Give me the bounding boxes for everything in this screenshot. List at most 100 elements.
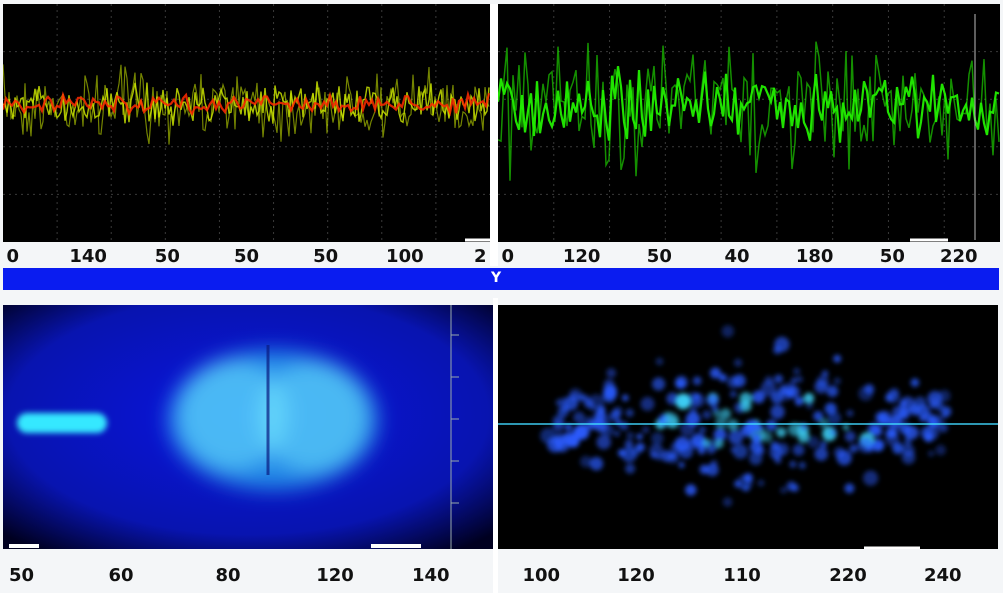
bottom-right-tick-label: 220	[829, 565, 867, 586]
top-right-tick-label: 50	[879, 246, 905, 267]
panel-separator-top	[490, 4, 498, 266]
scatter-point	[636, 433, 643, 440]
scatter-point	[702, 438, 711, 448]
scatter-point	[824, 402, 837, 415]
scatter-point	[675, 394, 691, 410]
scatter-point	[803, 392, 815, 404]
scatter-point	[689, 407, 697, 415]
scatter-point	[573, 411, 585, 424]
top-left-tick-label: 50	[313, 246, 339, 267]
scatter-point	[729, 390, 737, 398]
scatter-point	[702, 410, 712, 420]
bottom-right-tick-label: 100	[522, 565, 561, 586]
scatter-point	[760, 380, 777, 397]
chart-top-left	[3, 4, 490, 242]
bottom-left-tick-label: 140	[411, 565, 450, 586]
scatter-point	[858, 386, 874, 401]
scatter-point	[814, 380, 828, 394]
scatter-point	[773, 346, 782, 355]
top-left-tick-label: 0	[6, 246, 20, 267]
bottom-right-tick-label: 110	[723, 565, 761, 586]
chart-bottom-right	[498, 305, 998, 549]
scatter-point	[757, 479, 765, 487]
scatter-point	[642, 426, 650, 434]
scatter-point	[583, 398, 594, 408]
scatter-point	[751, 433, 762, 443]
scatter-point	[941, 406, 952, 417]
scatter-point	[709, 367, 721, 379]
scatter-point	[885, 431, 900, 447]
top-left-tick-label: 100	[386, 246, 424, 267]
top-right-tick-label: 180	[795, 246, 834, 267]
scatter-point	[567, 435, 580, 448]
scatter-point	[568, 388, 583, 402]
scatter-point	[621, 447, 637, 463]
scatter-point	[805, 401, 814, 410]
scatter-point	[929, 397, 940, 408]
scatter-point	[693, 376, 702, 385]
scatter-point	[761, 431, 773, 443]
chart-bottom-right-plot	[498, 325, 998, 549]
scatter-point	[910, 378, 920, 387]
scatter-point	[844, 483, 855, 494]
scatter-point	[844, 431, 856, 442]
scatter-point	[685, 484, 697, 496]
heatmap-bright-segment	[17, 413, 107, 433]
scatter-point	[833, 377, 841, 385]
scatter-point	[874, 440, 885, 451]
scatter-point	[670, 442, 683, 454]
scatter-point	[774, 457, 782, 464]
scatter-point	[776, 443, 789, 456]
scatter-point	[886, 389, 900, 403]
scatter-point	[923, 425, 939, 441]
scatter-point	[904, 433, 912, 441]
scatter-point	[547, 436, 563, 453]
scatter-point	[819, 441, 828, 449]
scatter-point	[846, 409, 854, 417]
scatter-point	[698, 426, 706, 434]
chart-top-left-plot	[3, 4, 490, 242]
scatter-point	[849, 444, 858, 453]
scatter-point	[794, 396, 804, 406]
scatter-point	[776, 427, 787, 438]
scatter-point	[596, 434, 611, 450]
scatter-point	[563, 432, 570, 440]
scatter-point	[705, 463, 719, 477]
scatter-point	[718, 373, 727, 382]
scatter-point	[706, 394, 719, 407]
scatter-point	[651, 432, 664, 445]
heatmap-blob	[168, 350, 378, 490]
scatter-point	[923, 412, 934, 423]
scatter-point	[580, 455, 592, 468]
scatter-point	[780, 486, 787, 494]
divider-label: Y	[491, 270, 502, 286]
scatter-point	[728, 429, 744, 445]
scatter-point	[736, 474, 753, 491]
scatter-point	[826, 385, 839, 398]
bottom-right-tick-label: 240	[923, 565, 962, 586]
scatter-point	[678, 461, 685, 469]
scatter-point	[928, 450, 935, 457]
scatter-point	[793, 367, 801, 375]
bottom-left-tick-label: 120	[316, 565, 354, 586]
bottom-left-tick-label: 80	[215, 565, 241, 586]
scatter-point	[652, 377, 666, 391]
panel-separator-bottom	[493, 298, 498, 593]
scatter-point	[749, 451, 763, 465]
scatter-point	[655, 357, 664, 366]
scatter-point	[903, 438, 912, 447]
scatter-point	[714, 439, 724, 449]
scatter-point	[734, 480, 742, 488]
scatter-point	[596, 405, 606, 415]
scatter-point	[797, 430, 810, 443]
top-right-tick-label: 40	[724, 246, 750, 267]
scatter-point	[557, 406, 569, 418]
scatter-point	[821, 370, 829, 378]
bottom-left-tick-label: 60	[108, 565, 134, 586]
green-series	[498, 66, 1000, 143]
scatter-point	[813, 411, 824, 422]
top-right-tick-label: 50	[646, 246, 672, 267]
scatter-point	[935, 444, 946, 456]
scatter-point	[892, 442, 904, 454]
scatter-point	[621, 394, 629, 402]
